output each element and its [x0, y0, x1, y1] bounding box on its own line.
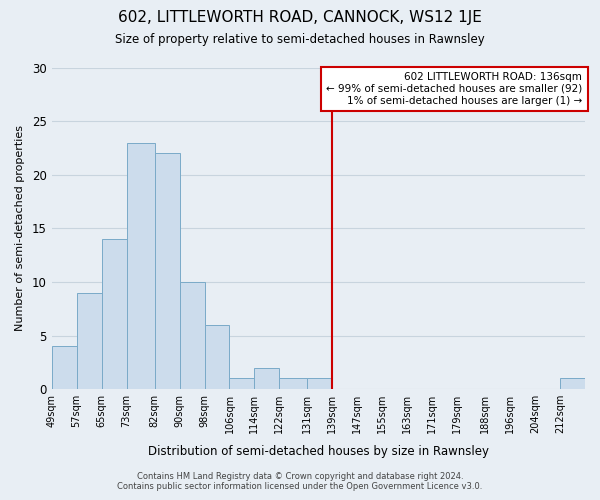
Bar [101, 239, 127, 389]
Bar [205, 325, 229, 389]
Text: Contains HM Land Registry data © Crown copyright and database right 2024.
Contai: Contains HM Land Registry data © Crown c… [118, 472, 482, 491]
Bar [280, 378, 307, 389]
Bar [127, 142, 155, 389]
Bar [179, 282, 205, 389]
Text: 602, LITTLEWORTH ROAD, CANNOCK, WS12 1JE: 602, LITTLEWORTH ROAD, CANNOCK, WS12 1JE [118, 10, 482, 25]
X-axis label: Distribution of semi-detached houses by size in Rawnsley: Distribution of semi-detached houses by … [148, 444, 489, 458]
Bar [307, 378, 332, 389]
Y-axis label: Number of semi-detached properties: Number of semi-detached properties [15, 126, 25, 332]
Bar [77, 292, 101, 389]
Bar [560, 378, 585, 389]
Bar [155, 154, 179, 389]
Text: Size of property relative to semi-detached houses in Rawnsley: Size of property relative to semi-detach… [115, 32, 485, 46]
Bar [254, 368, 280, 389]
Text: 602 LITTLEWORTH ROAD: 136sqm
← 99% of semi-detached houses are smaller (92)
1% o: 602 LITTLEWORTH ROAD: 136sqm ← 99% of se… [326, 72, 583, 106]
Bar [52, 346, 77, 389]
Bar [229, 378, 254, 389]
